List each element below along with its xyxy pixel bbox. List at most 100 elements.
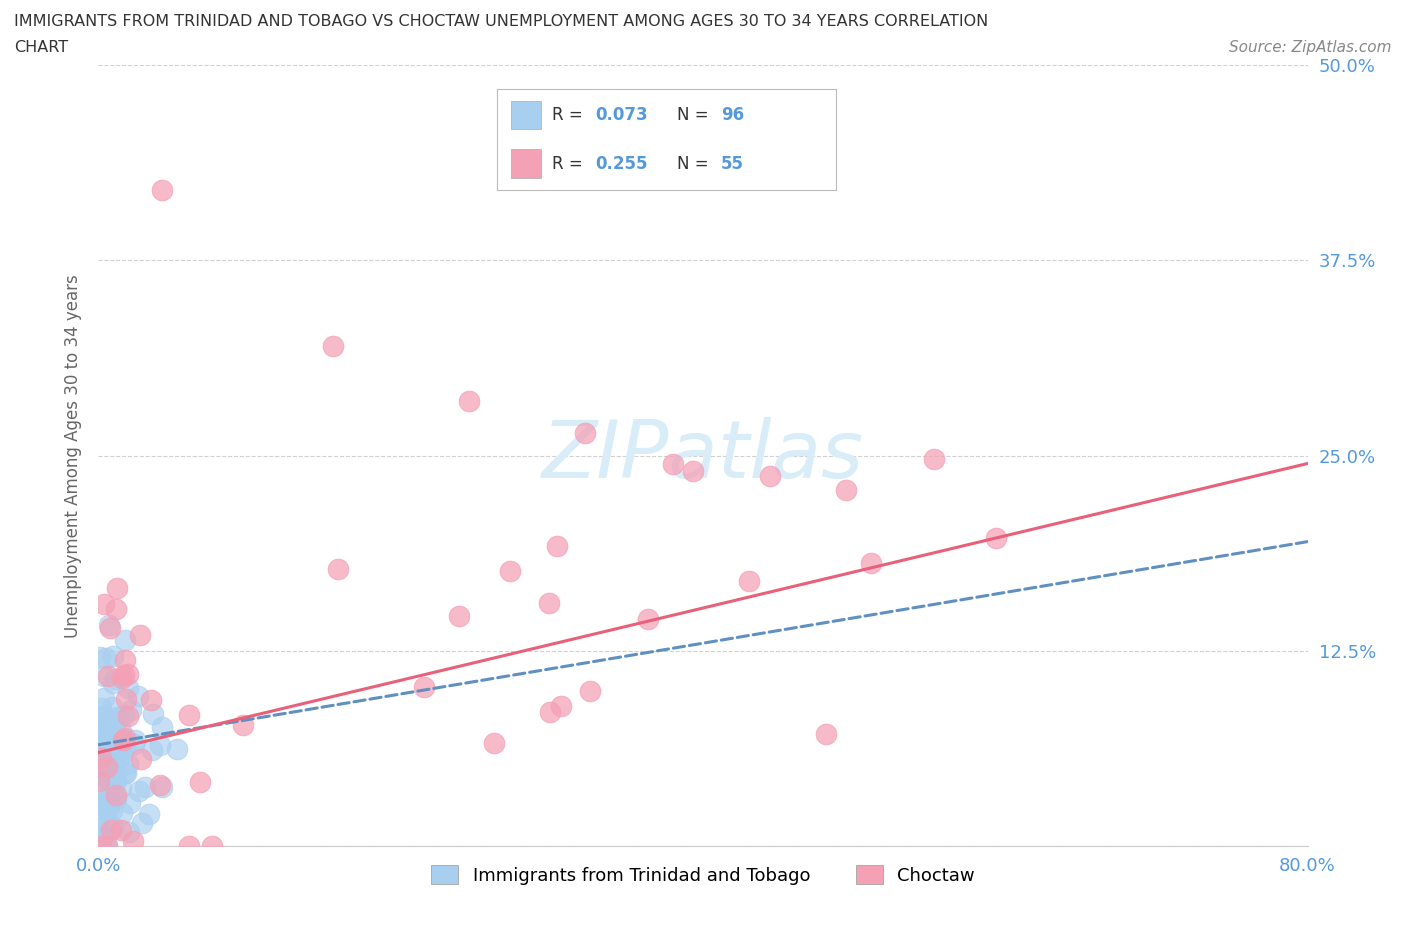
- Point: [91, 782, 114, 797]
- Point: [661, 456, 683, 471]
- Point: [124, 733, 146, 748]
- Point: [110, 781, 132, 796]
- Text: IMMIGRANTS FROM TRINIDAD AND TOBAGO VS CHOCTAW UNEMPLOYMENT AMONG AGES 30 TO 34 : IMMIGRANTS FROM TRINIDAD AND TOBAGO VS C…: [14, 14, 988, 29]
- Point: [93, 737, 115, 751]
- Point: [104, 774, 127, 789]
- Point: [112, 668, 135, 683]
- Point: [90, 764, 112, 778]
- Point: [139, 693, 162, 708]
- Point: [114, 653, 136, 668]
- Point: [326, 562, 349, 577]
- Point: [100, 823, 122, 838]
- Point: [89, 727, 111, 742]
- Point: [98, 752, 121, 767]
- Point: [104, 747, 127, 762]
- Point: [201, 839, 224, 854]
- Y-axis label: Unemployment Among Ages 30 to 34 years: Unemployment Among Ages 30 to 34 years: [63, 273, 82, 638]
- Point: [104, 771, 127, 786]
- Point: [90, 839, 112, 854]
- Point: [141, 742, 163, 757]
- Point: [105, 580, 128, 595]
- Point: [110, 724, 132, 738]
- Point: [179, 708, 201, 723]
- Point: [89, 797, 111, 812]
- Point: [104, 788, 127, 803]
- Point: [129, 628, 152, 643]
- Point: [117, 756, 139, 771]
- Point: [112, 708, 135, 723]
- Point: [105, 710, 128, 724]
- Point: [682, 463, 704, 478]
- Point: [457, 393, 479, 408]
- Point: [100, 776, 122, 790]
- Point: [984, 530, 1007, 545]
- Point: [100, 803, 122, 817]
- Point: [97, 791, 120, 806]
- Point: [128, 783, 150, 798]
- Point: [98, 798, 121, 813]
- Point: [101, 699, 124, 714]
- Point: [90, 740, 112, 755]
- Point: [115, 691, 138, 706]
- Point: [104, 762, 127, 777]
- Point: [114, 765, 136, 780]
- Point: [188, 775, 211, 790]
- Point: [579, 684, 602, 698]
- Point: [150, 182, 173, 197]
- Point: [90, 740, 112, 755]
- Point: [105, 791, 128, 806]
- Point: [574, 426, 596, 441]
- Point: [90, 700, 112, 715]
- Point: [90, 833, 112, 848]
- Point: [117, 709, 139, 724]
- Point: [482, 736, 505, 751]
- Point: [114, 632, 136, 647]
- Legend: Immigrants from Trinidad and Tobago, Choctaw: Immigrants from Trinidad and Tobago, Cho…: [425, 858, 981, 892]
- Point: [89, 650, 111, 665]
- Point: [87, 755, 110, 770]
- Point: [89, 839, 111, 854]
- Point: [96, 838, 118, 853]
- Point: [91, 830, 114, 845]
- Point: [90, 731, 112, 746]
- Point: [93, 690, 115, 705]
- Point: [89, 764, 111, 779]
- Point: [91, 749, 114, 764]
- Point: [150, 779, 173, 794]
- Point: [815, 727, 838, 742]
- Point: [835, 483, 858, 498]
- Point: [93, 668, 115, 683]
- Point: [90, 839, 112, 854]
- Point: [94, 651, 117, 666]
- Point: [96, 803, 118, 817]
- Point: [117, 681, 139, 696]
- Point: [94, 748, 117, 763]
- Point: [107, 711, 129, 726]
- Point: [97, 618, 120, 633]
- Point: [546, 538, 568, 553]
- Point: [148, 737, 170, 752]
- Point: [96, 790, 118, 804]
- Point: [131, 751, 153, 766]
- Point: [111, 737, 134, 751]
- Point: [120, 795, 142, 810]
- Point: [115, 765, 138, 780]
- Point: [114, 738, 136, 753]
- Point: [94, 727, 117, 742]
- Point: [637, 612, 659, 627]
- Point: [447, 609, 470, 624]
- Point: [91, 735, 114, 750]
- Point: [111, 671, 134, 685]
- Point: [89, 734, 111, 749]
- Point: [96, 738, 118, 753]
- Point: [94, 717, 117, 732]
- Point: [90, 748, 112, 763]
- Point: [104, 769, 127, 784]
- Point: [114, 731, 136, 746]
- Point: [110, 730, 132, 745]
- Point: [322, 339, 344, 353]
- Point: [166, 741, 188, 756]
- Point: [922, 451, 945, 466]
- Point: [149, 777, 172, 792]
- Point: [759, 469, 782, 484]
